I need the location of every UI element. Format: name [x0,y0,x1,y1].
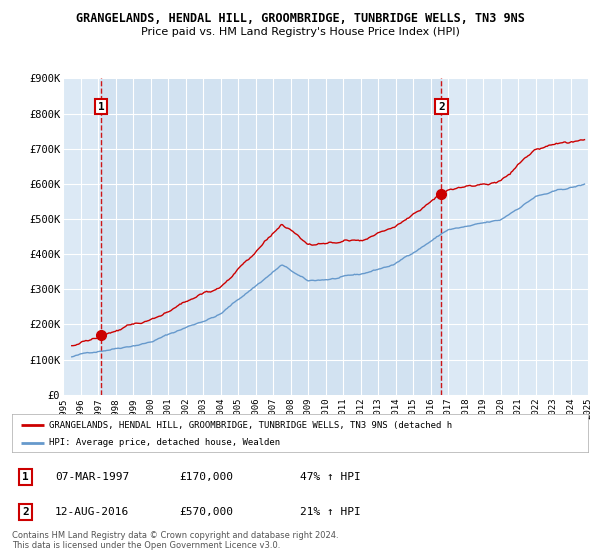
Text: 12-AUG-2016: 12-AUG-2016 [55,507,130,517]
Text: 1: 1 [22,472,29,482]
Text: 2: 2 [22,507,29,517]
Text: GRANGELANDS, HENDAL HILL, GROOMBRIDGE, TUNBRIDGE WELLS, TN3 9NS (detached h: GRANGELANDS, HENDAL HILL, GROOMBRIDGE, T… [49,421,452,430]
Text: Contains HM Land Registry data © Crown copyright and database right 2024.
This d: Contains HM Land Registry data © Crown c… [12,531,338,550]
Text: HPI: Average price, detached house, Wealden: HPI: Average price, detached house, Weal… [49,438,281,447]
Text: 47% ↑ HPI: 47% ↑ HPI [300,472,361,482]
Text: 21% ↑ HPI: 21% ↑ HPI [300,507,361,517]
Bar [101,78,442,395]
Text: 2: 2 [438,101,445,111]
Text: 07-MAR-1997: 07-MAR-1997 [55,472,130,482]
Text: 1: 1 [98,101,104,111]
Text: £170,000: £170,000 [179,472,233,482]
Text: £570,000: £570,000 [179,507,233,517]
Text: GRANGELANDS, HENDAL HILL, GROOMBRIDGE, TUNBRIDGE WELLS, TN3 9NS: GRANGELANDS, HENDAL HILL, GROOMBRIDGE, T… [76,12,524,25]
Text: Price paid vs. HM Land Registry's House Price Index (HPI): Price paid vs. HM Land Registry's House … [140,27,460,38]
